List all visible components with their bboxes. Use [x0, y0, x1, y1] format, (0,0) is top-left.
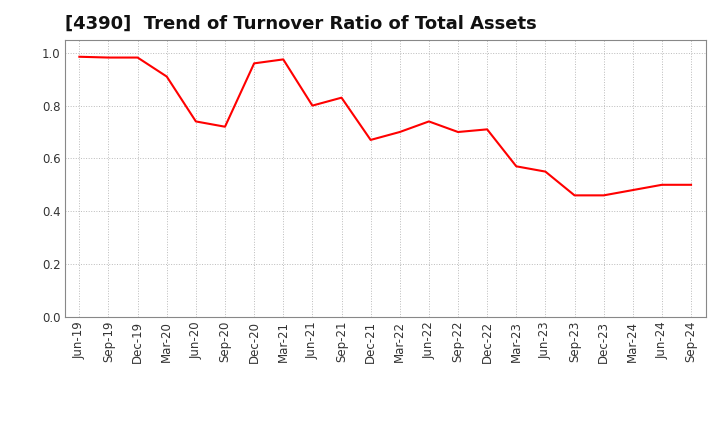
Text: [4390]  Trend of Turnover Ratio of Total Assets: [4390] Trend of Turnover Ratio of Total … — [65, 15, 536, 33]
